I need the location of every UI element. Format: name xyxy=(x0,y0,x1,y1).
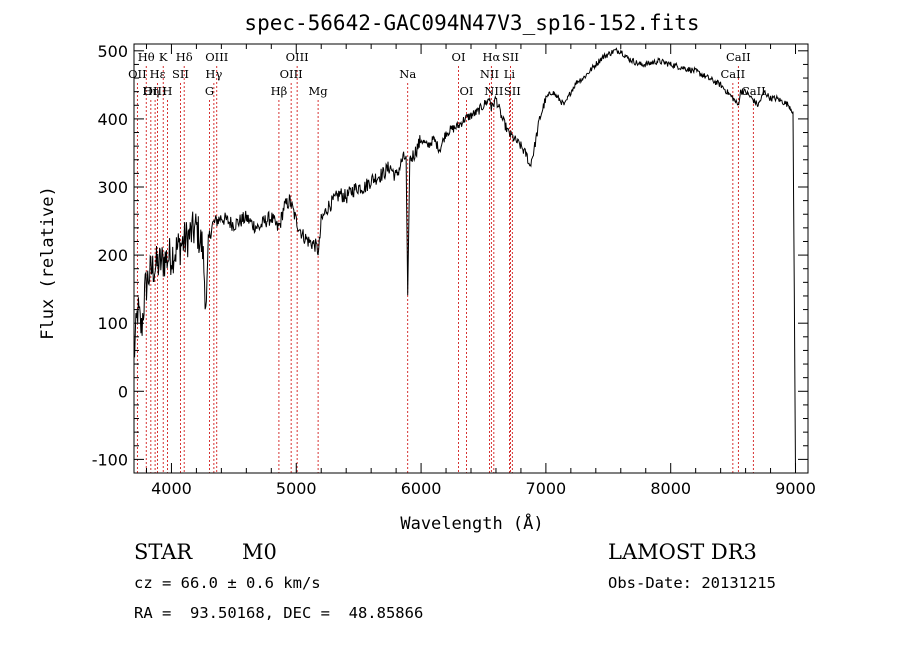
spectral-line-label: NII xyxy=(480,67,499,81)
y-axis-label: Flux (relative) xyxy=(38,186,58,340)
spectral-line-label: Hδ xyxy=(176,50,193,64)
plot-frame xyxy=(133,43,809,474)
spectral-line-label: Hε xyxy=(150,67,166,81)
object-subclass: M0 xyxy=(242,540,277,564)
spectral-line-label: OIII xyxy=(280,67,303,81)
spectral-line-label: G xyxy=(205,84,214,98)
x-tick-label: 5000 xyxy=(276,479,317,498)
spectral-line-label: OIII xyxy=(286,50,309,64)
spectral-line-label: NII xyxy=(484,84,503,98)
spectral-line-label: H xyxy=(162,84,172,98)
redshift-text: cz = 66.0 ± 0.6 km/s xyxy=(134,574,321,592)
spectral-line-label: SII xyxy=(172,67,189,81)
x-axis-label: Wavelength (Å) xyxy=(400,512,543,534)
y-tick-label: 0 xyxy=(118,382,128,401)
spectral-line-label: Mg xyxy=(309,84,329,98)
spectral-line-label: Na xyxy=(399,67,416,81)
spectral-line-label: Hθ xyxy=(138,50,155,64)
y-tick-label: 300 xyxy=(97,178,128,197)
survey-name: LAMOST DR3 xyxy=(608,540,757,564)
spectral-line-label: Hβ xyxy=(271,84,288,98)
spectral-line-label: Hη xyxy=(142,84,159,98)
spectral-line-label: OII xyxy=(128,67,147,81)
x-tick-label: 9000 xyxy=(775,479,816,498)
spectral-line-label: SII xyxy=(502,50,519,64)
spectral-line-label: Hα xyxy=(482,50,500,64)
x-tick-label: 8000 xyxy=(650,479,691,498)
axis-ticks: 4000 5000 6000 7000 8000 9000 -100 0 100 200 300 40… xyxy=(92,42,816,498)
spectrum-plot xyxy=(133,47,796,474)
object-class: STAR xyxy=(134,540,193,564)
y-tick-label: 500 xyxy=(97,42,128,61)
spectral-line-label: K xyxy=(159,50,168,64)
y-tick-label: 200 xyxy=(97,246,128,265)
spectral-line-label: SII xyxy=(504,84,521,98)
y-tick-label: 400 xyxy=(97,110,128,129)
spectral-line-label: Hγ xyxy=(205,67,222,81)
spectral-line-label: Li xyxy=(504,67,516,81)
spectral-line-label: OIII xyxy=(205,50,228,64)
spectrum-series-line xyxy=(133,47,796,474)
spectral-line-label: OIII xyxy=(144,84,167,98)
x-tick-label: 7000 xyxy=(526,479,567,498)
x-tick-label: 4000 xyxy=(151,479,192,498)
spectral-line-label: CaII xyxy=(720,67,745,81)
obs-date: Obs-Date: 20131215 xyxy=(608,574,776,592)
y-tick-label: -100 xyxy=(92,450,128,469)
spectral-line-label: CaII xyxy=(726,50,751,64)
y-tick-label: 100 xyxy=(97,314,128,333)
spectral-line-label: OI xyxy=(460,84,474,98)
x-tick-label: 6000 xyxy=(401,479,442,498)
chart-title: spec-56642-GAC094N47V3_sp16-152.fits xyxy=(244,11,699,35)
coordinates: RA = 93.50168, DEC = 48.85866 xyxy=(134,604,424,622)
spectral-line-label: OI xyxy=(452,50,466,64)
